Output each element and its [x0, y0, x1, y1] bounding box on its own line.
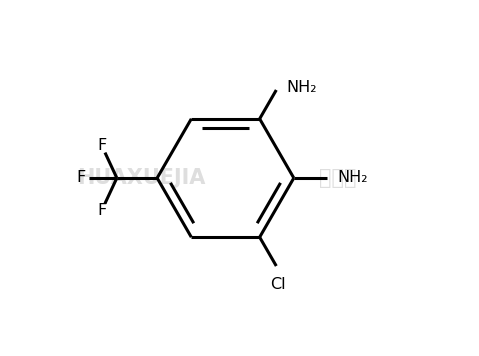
Text: 化学加: 化学加 [319, 168, 356, 188]
Text: NH₂: NH₂ [287, 80, 317, 95]
Text: F: F [77, 171, 86, 185]
Text: Cl: Cl [270, 277, 286, 292]
Text: NH₂: NH₂ [338, 171, 368, 185]
Text: F: F [97, 138, 106, 153]
Text: F: F [97, 203, 106, 218]
Text: HUAXUEJIA: HUAXUEJIA [77, 168, 205, 188]
